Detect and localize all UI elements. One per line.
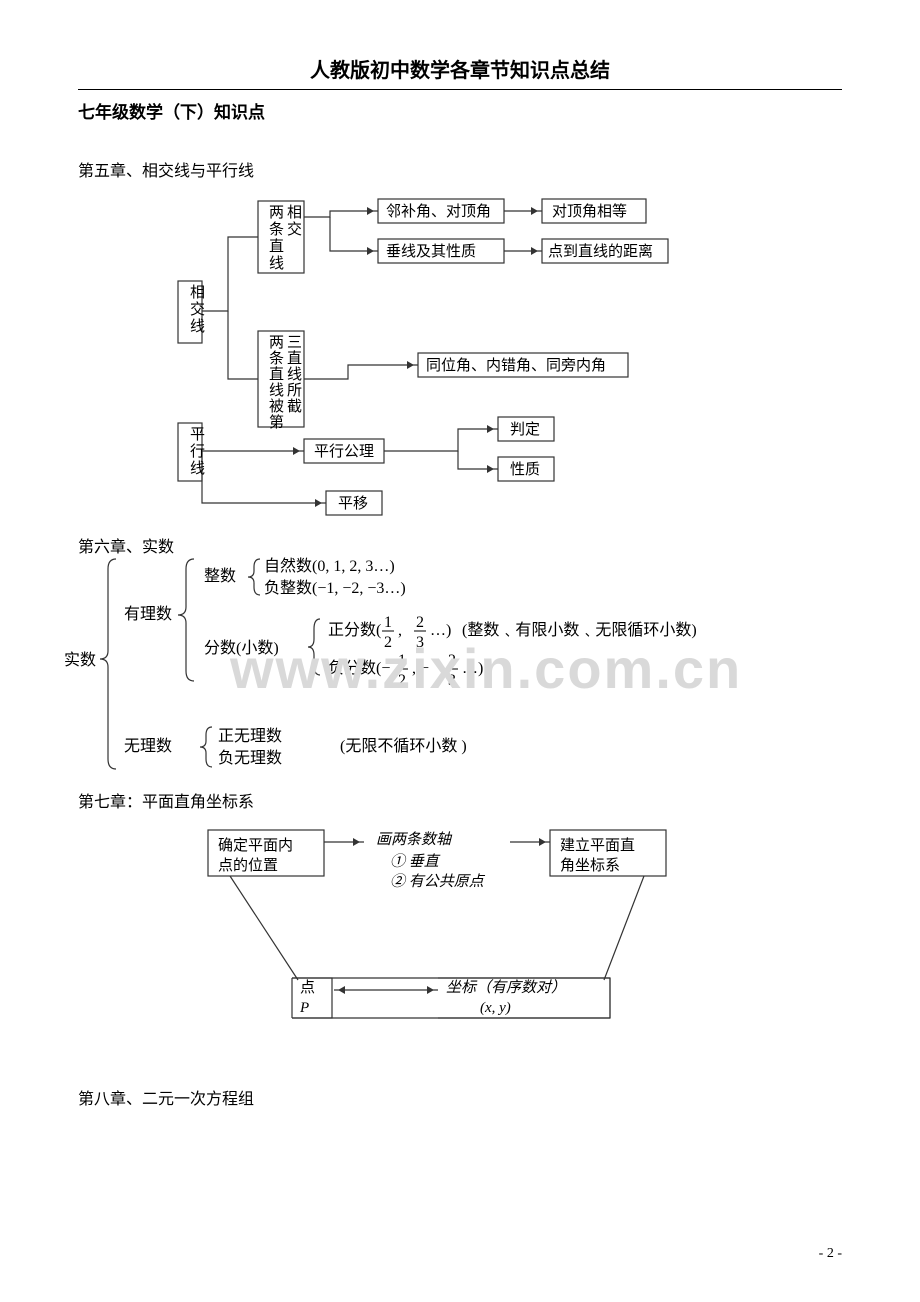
page: 人教版初中数学各章节知识点总结 七年级数学（下）知识点 第五章、相交线与平行线 [0,0,920,1302]
frac2d: 3 [416,634,424,651]
node-gongli: 平行公理 [314,443,374,460]
negfrac-suffix: …) [462,660,483,677]
node-dianju: 点到直线的距离 [548,243,653,260]
section-title: 七年级数学（下）知识点 [78,98,842,123]
node-santiao-a: 两条直线被第 [269,335,284,431]
tree-integer: 整数 [204,567,236,585]
node-pingxing: 平行线 [190,427,205,477]
page-title: 人教版初中数学各章节知识点总结 [78,0,842,83]
node-tongwei: 同位角、内错角、同旁内角 [426,357,606,374]
n-zuobiao-l2: (x, y) [480,1000,511,1016]
header-rule [78,89,842,90]
node-linbu: 邻补角、对顶角 [386,203,491,220]
n-huazhou-b: ② 有公共原点 [390,873,486,890]
frac3d: 2 [398,672,406,689]
chapter7-title: 第七章：平面直角坐标系 [78,788,842,812]
chapter5-flowchart: 相交线 两条直线 相交 两条直线被第 三直线所截 平行线 邻补角、对顶角 垂线及… [138,195,842,525]
ch5-svg: 相交线 两条直线 相交 两条直线被第 三直线所截 平行线 邻补角、对顶角 垂线及… [138,195,698,525]
node-xingzhi: 性质 [510,461,540,478]
n-huazhou-a: ① 垂直 [390,853,441,870]
n-huazhou: 画两条数轴 [376,831,453,848]
tree-negint: 负整数(−1, −2, −3…) [264,579,406,597]
frac2n: 2 [416,614,424,631]
n-queding-l2: 点的位置 [218,857,278,874]
chapter6-title: 第六章、实数 [78,533,842,557]
frac1d: 2 [384,634,392,651]
ch7-svg: 确定平面内 点的位置 画两条数轴 ① 垂直 ② 有公共原点 建立平面直 角坐标系… [178,820,698,1030]
node-liangtiao1: 两条直线 [269,205,284,272]
n-zuobiao-l1: 坐标（有序数对） [446,979,566,996]
chapter7-diagram: 确定平面内 点的位置 画两条数轴 ① 垂直 ② 有公共原点 建立平面直 角坐标系… [178,820,842,1035]
n-queding-l1: 确定平面内 [218,837,293,854]
chapter5-title: 第五章、相交线与平行线 [78,157,842,181]
node-jiaoxian: 相交线 [190,284,205,335]
tree-irr-pos: 正无理数 [218,727,282,745]
frac-comma2: , − [412,660,429,677]
n-jianli-l1: 建立平面直 [560,837,635,854]
tree-posfrac-prefix: 正分数( [328,621,381,639]
n-dian: 点 [300,979,315,996]
posfrac-suffix: …) [430,622,451,639]
chapter8-title: 第八章、二元一次方程组 [78,1085,842,1109]
node-chuixian: 垂线及其性质 [386,243,476,260]
tree-irr-note: (无限不循环小数 ) [340,737,467,755]
tree-fraction: 分数(小数) [204,639,279,657]
tree-root: 实数 [64,651,96,669]
n-P: P [299,1000,309,1016]
node-panding: 判定 [510,421,540,438]
frac4d: 3 [448,672,456,689]
node-santiao-b: 三直线所截 [287,335,302,415]
tree-rational: 有理数 [124,605,172,623]
node-pingyi: 平移 [338,495,368,512]
tree-natural: 自然数(0, 1, 2, 3…) [264,557,395,575]
page-number: - 2 - [819,1246,842,1262]
node-xiangjiao: 相交 [287,204,302,238]
tree-negfrac-prefix: 负分数(− [328,659,390,677]
ch6-svg: 实数 有理数 整数 自然数(0, 1, 2, 3…) 负整数(−1, −2, −… [64,555,834,781]
frac1n: 1 [384,614,392,631]
posfrac-note: (整数﹑有限小数﹑无限循环小数) [462,621,697,639]
frac4n: 2 [448,652,456,669]
node-duiding: 对顶角相等 [552,202,627,220]
tree-irrational: 无理数 [124,737,172,755]
frac3n: 1 [398,652,406,669]
n-jianli-l2: 角坐标系 [560,857,620,874]
chapter6-tree: 实数 有理数 整数 自然数(0, 1, 2, 3…) 负整数(−1, −2, −… [64,555,842,788]
tree-irr-neg: 负无理数 [218,749,282,767]
frac-comma1: , [398,622,402,639]
